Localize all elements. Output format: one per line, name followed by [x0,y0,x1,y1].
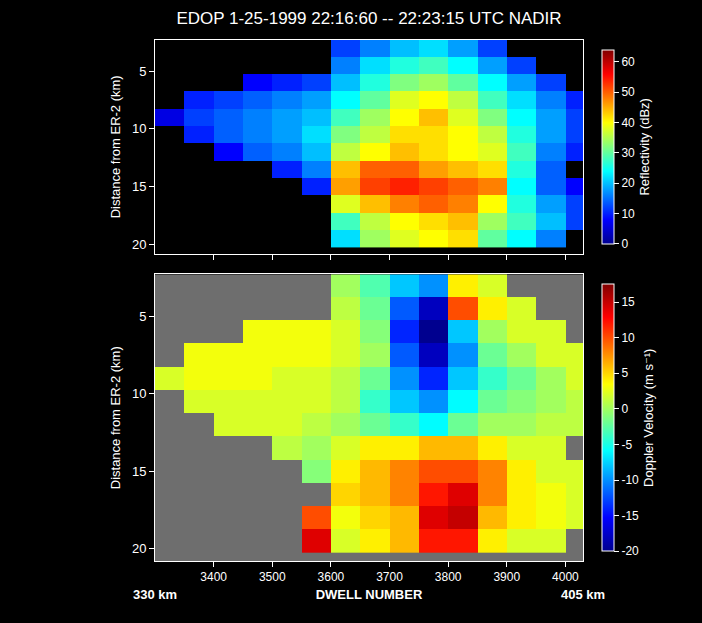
svg-text:Reflectivity (dBz): Reflectivity (dBz) [637,98,652,196]
svg-text:405 km: 405 km [561,587,605,602]
svg-text:50: 50 [621,85,635,99]
svg-text:15: 15 [132,179,146,194]
svg-text:Distance from ER-2 (km): Distance from ER-2 (km) [108,75,123,218]
svg-text:30: 30 [621,146,635,160]
svg-text:4000: 4000 [552,570,579,584]
svg-text:20: 20 [621,176,635,190]
svg-text:3600: 3600 [318,570,345,584]
svg-text:3800: 3800 [435,570,462,584]
svg-text:-15: -15 [621,509,639,523]
svg-text:5: 5 [621,366,628,380]
svg-text:Doppler Velocity (m s⁻¹): Doppler Velocity (m s⁻¹) [641,349,656,487]
svg-text:10: 10 [621,207,635,221]
svg-text:3900: 3900 [493,570,520,584]
svg-text:Distance from ER-2 (km): Distance from ER-2 (km) [108,346,123,489]
svg-text:-10: -10 [621,473,639,487]
svg-text:5: 5 [139,64,146,79]
svg-text:-5: -5 [621,438,632,452]
svg-text:EDOP 1-25-1999 22:16:60 -- 22:: EDOP 1-25-1999 22:16:60 -- 22:23:15 UTC … [176,9,561,28]
svg-text:DWELL NUMBER: DWELL NUMBER [316,587,423,602]
svg-text:15: 15 [621,295,635,309]
svg-text:10: 10 [621,331,635,345]
svg-text:20: 20 [132,237,146,252]
svg-text:330 km: 330 km [133,587,177,602]
svg-text:10: 10 [132,121,146,136]
svg-text:40: 40 [621,116,635,130]
svg-text:-20: -20 [621,544,639,558]
svg-text:10: 10 [132,386,146,401]
svg-text:0: 0 [621,402,628,416]
svg-text:3400: 3400 [200,570,227,584]
svg-text:3700: 3700 [376,570,403,584]
svg-text:5: 5 [139,309,146,324]
svg-text:0: 0 [621,237,628,251]
svg-text:20: 20 [132,541,146,556]
svg-text:60: 60 [621,55,635,69]
svg-text:15: 15 [132,464,146,479]
svg-text:3500: 3500 [259,570,286,584]
